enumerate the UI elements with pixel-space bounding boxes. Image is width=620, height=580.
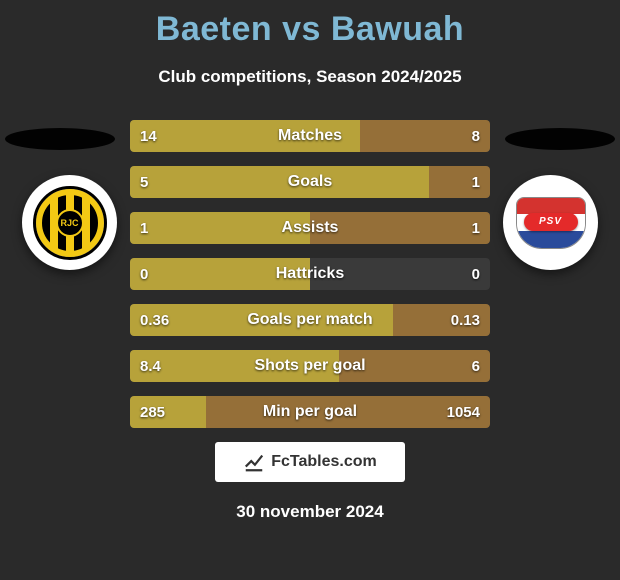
- stat-row: 51Goals: [130, 166, 490, 198]
- footer-brand[interactable]: FcTables.com: [215, 442, 405, 482]
- stat-value-right: 1: [472, 166, 480, 198]
- stat-value-right: 0.13: [451, 304, 480, 336]
- shadow-right: [505, 128, 615, 150]
- roda-badge-icon: RJC: [36, 189, 104, 257]
- stat-row: 0.360.13Goals per match: [130, 304, 490, 336]
- stat-value-left: 0: [140, 258, 148, 290]
- stat-value-right: 1054: [447, 396, 480, 428]
- stat-row: 148Matches: [130, 120, 490, 152]
- team-right-logo: PSV: [503, 175, 598, 270]
- subtitle: Club competitions, Season 2024/2025: [0, 67, 620, 87]
- stat-row: 8.46Shots per goal: [130, 350, 490, 382]
- footer-brand-text: FcTables.com: [271, 453, 377, 471]
- shadow-left: [5, 128, 115, 150]
- stat-bar-left: [130, 258, 310, 290]
- stat-bar-left: [130, 350, 339, 382]
- stat-bar-right: [339, 350, 490, 382]
- stat-value-left: 285: [140, 396, 165, 428]
- stat-value-left: 0.36: [140, 304, 169, 336]
- stat-value-left: 14: [140, 120, 157, 152]
- stat-bar-left: [130, 120, 360, 152]
- stats-container: 148Matches51Goals11Assists00Hattricks0.3…: [130, 120, 490, 442]
- psv-shield-icon: PSV: [516, 197, 586, 249]
- stat-value-left: 5: [140, 166, 148, 198]
- stat-row: 2851054Min per goal: [130, 396, 490, 428]
- stat-bar-left: [130, 166, 429, 198]
- roda-badge-text: RJC: [56, 209, 84, 237]
- date-label: 30 november 2024: [0, 502, 620, 522]
- psv-badge-text: PSV: [524, 213, 578, 231]
- stat-row: 11Assists: [130, 212, 490, 244]
- chart-icon: [243, 451, 265, 473]
- stat-value-left: 1: [140, 212, 148, 244]
- stat-value-right: 0: [472, 258, 480, 290]
- stat-bar-left: [130, 304, 393, 336]
- stat-value-right: 8: [472, 120, 480, 152]
- stat-bar-right: [310, 212, 490, 244]
- stat-value-left: 8.4: [140, 350, 161, 382]
- team-left-logo: RJC: [22, 175, 117, 270]
- stat-bar-left: [130, 212, 310, 244]
- stat-row: 00Hattricks: [130, 258, 490, 290]
- page-title: Baeten vs Bawuah: [0, 0, 620, 49]
- stat-bar-right: [360, 120, 490, 152]
- stat-bar-right: [429, 166, 490, 198]
- stat-value-right: 1: [472, 212, 480, 244]
- psv-flag-stripe-0: [517, 198, 585, 215]
- psv-flag-stripe-2: [517, 231, 585, 248]
- stat-value-right: 6: [472, 350, 480, 382]
